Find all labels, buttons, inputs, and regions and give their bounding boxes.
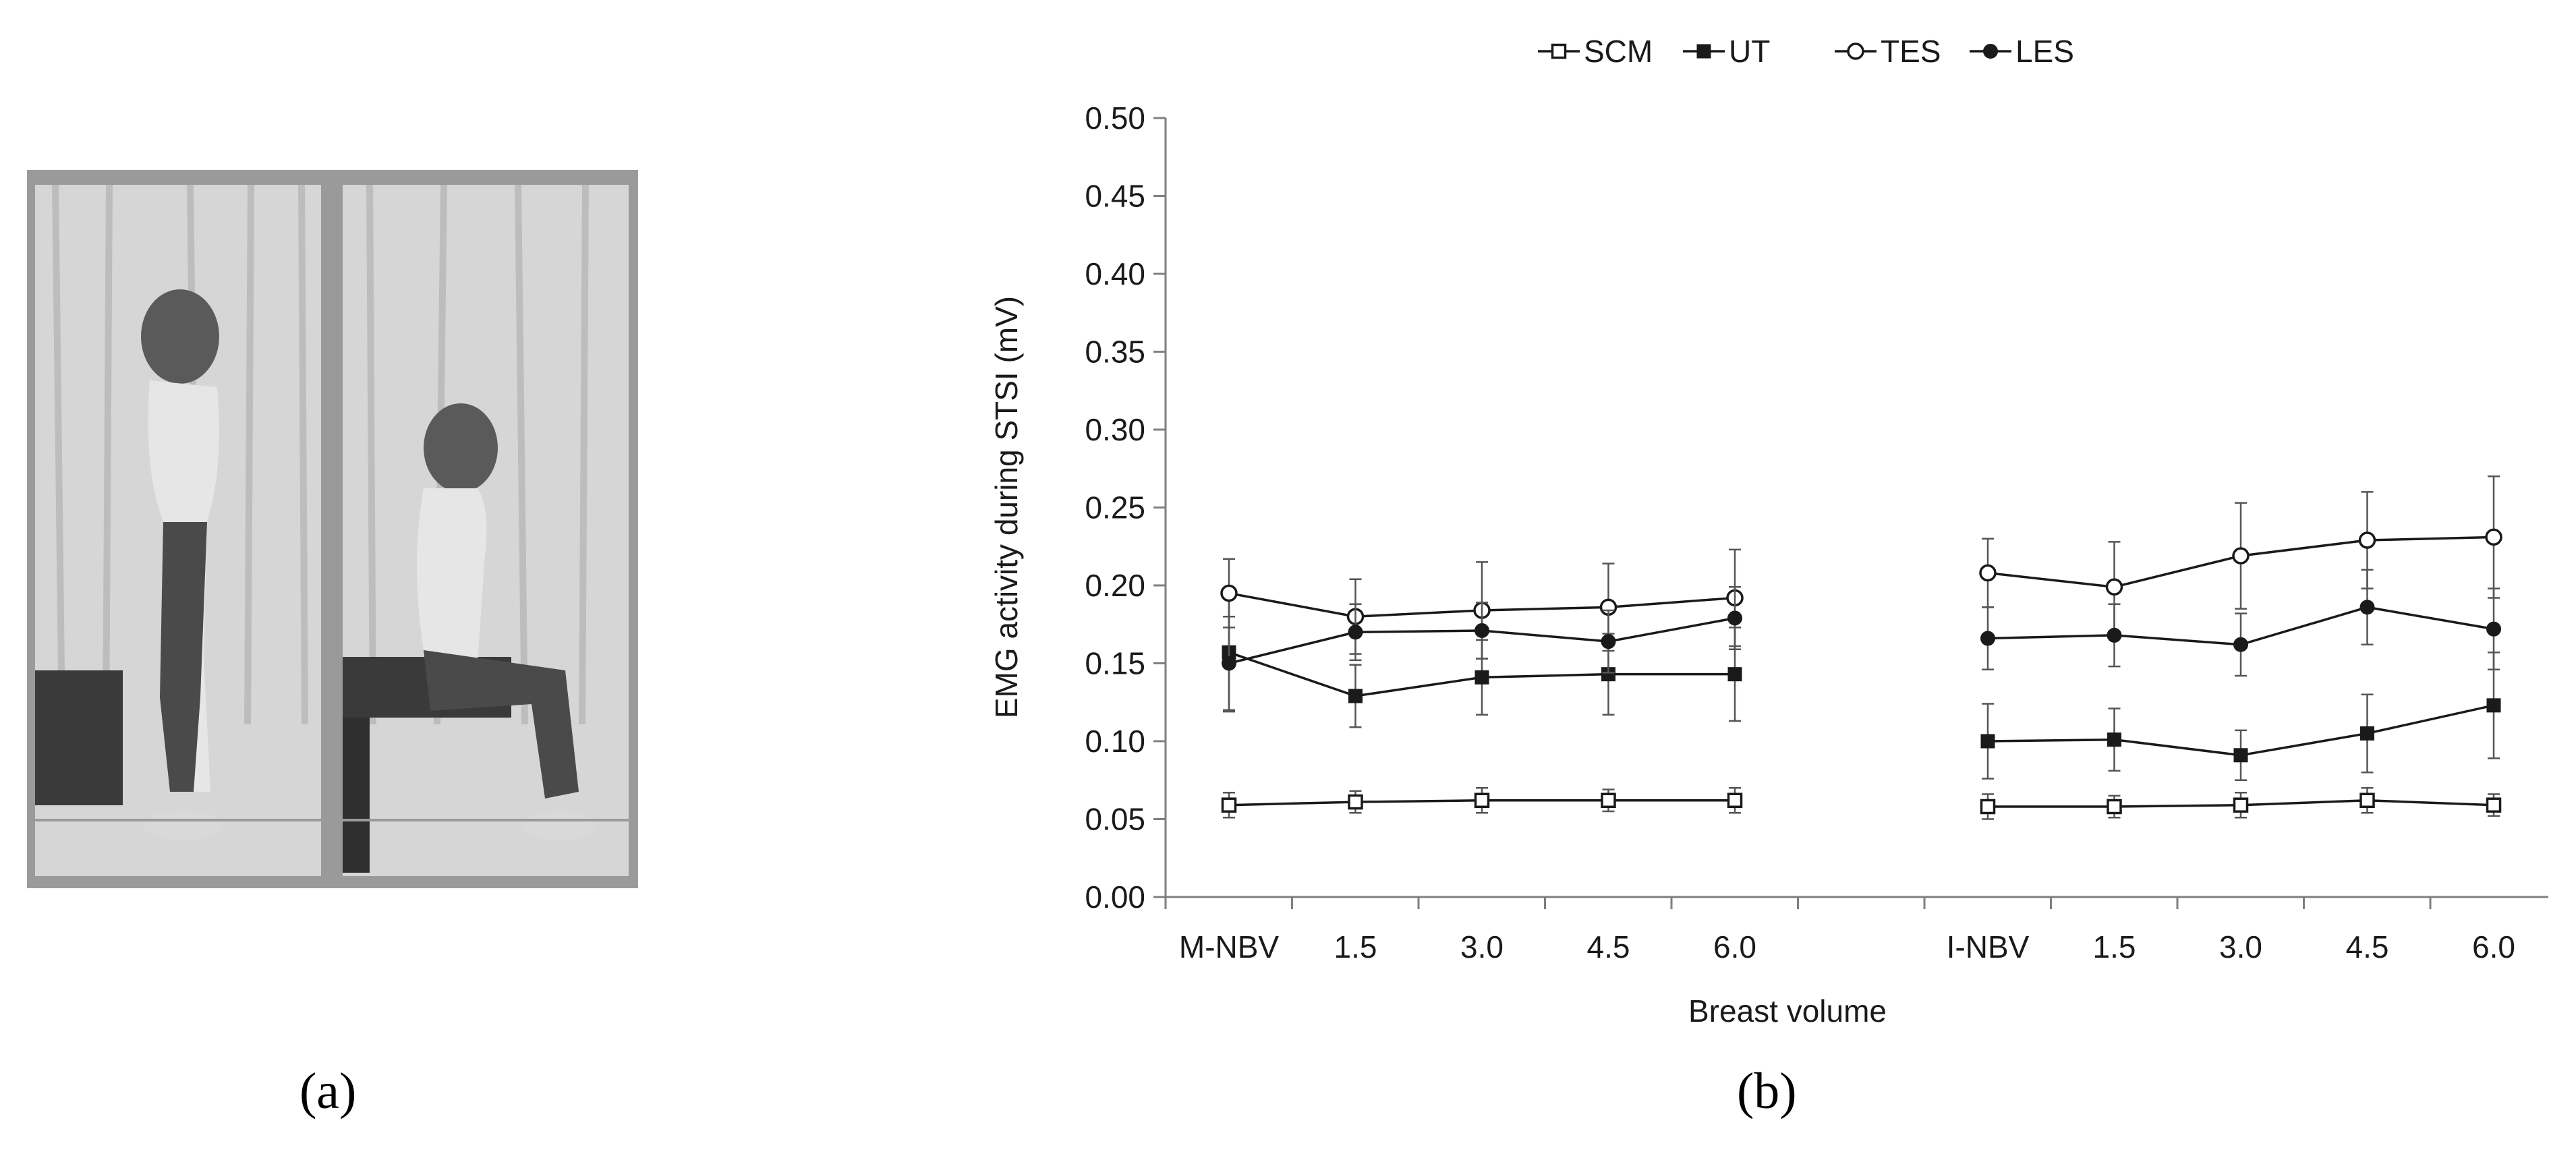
y-tick-label: 0.05 [1085, 802, 1145, 837]
y-tick-label: 0.40 [1085, 256, 1145, 291]
data-point-les [2486, 621, 2501, 637]
x-tick-label: 3.0 [1460, 929, 1504, 964]
data-point-ut [1348, 689, 1363, 703]
data-point-ut [2360, 726, 2374, 741]
data-point-ut [1475, 670, 1489, 685]
series-ut [1222, 592, 2501, 781]
series-les [1222, 569, 2501, 712]
x-tick-label: 6.0 [2472, 929, 2515, 964]
standing-figure-illustration [35, 185, 321, 876]
panel-a-label: (a) [299, 1063, 357, 1120]
data-point-ut [2486, 698, 2501, 713]
x-tick-label: 4.5 [2346, 929, 2389, 964]
legend-item-les: LES [1970, 34, 2074, 69]
data-point-les [2359, 600, 2375, 615]
legend-item-tes: TES [1835, 34, 1941, 69]
y-tick-label: 0.00 [1085, 879, 1145, 915]
series-scm [1221, 787, 2502, 820]
data-point-les [1601, 634, 1616, 649]
y-tick-label: 0.35 [1085, 335, 1145, 370]
data-point-scm [1474, 792, 1490, 809]
data-point-scm [1348, 794, 1363, 810]
sitting-figure-illustration [343, 185, 629, 876]
data-point-tes [1220, 584, 1238, 602]
legend-label-ut: UT [1729, 34, 1770, 69]
posture-photo-panel [27, 170, 638, 888]
y-tick-label: 0.30 [1085, 412, 1145, 447]
x-tick-label: 1.5 [1334, 929, 1377, 964]
x-tick-label: 1.5 [2093, 929, 2136, 964]
data-point-scm [2233, 797, 2249, 813]
y-tick-label: 0.10 [1085, 724, 1145, 759]
data-point-scm [2486, 797, 2502, 813]
data-point-scm [1221, 797, 1237, 813]
legend-marker-ut [1696, 44, 1711, 59]
sitting-posture-photo [343, 185, 629, 876]
y-tick-label: 0.15 [1085, 646, 1145, 681]
legend-item-scm: SCM [1538, 34, 1653, 69]
y-tick-label: 0.50 [1085, 100, 1145, 136]
data-point-les [1348, 625, 1363, 640]
data-point-scm [2359, 792, 2375, 809]
y-tick-label: 0.25 [1085, 490, 1145, 525]
data-point-tes [2232, 547, 2250, 564]
chart-series [1220, 475, 2502, 820]
data-point-ut [2107, 732, 2121, 747]
data-point-les [2107, 627, 2122, 643]
legend-label-scm: SCM [1584, 34, 1653, 69]
data-point-scm [2107, 799, 2122, 815]
data-point-tes [2358, 531, 2376, 549]
data-point-les [2233, 637, 2248, 652]
panel-b-label: (b) [1737, 1063, 1797, 1120]
data-point-ut [2233, 748, 2248, 763]
data-point-ut [1727, 667, 1742, 682]
data-point-scm [1980, 799, 1996, 815]
x-tick-label: 6.0 [1713, 929, 1756, 964]
legend-label-tes: TES [1881, 34, 1941, 69]
y-axis-title: EMG activity during STSI (mV) [989, 296, 1024, 718]
y-tick-label: 0.45 [1085, 179, 1145, 214]
legend-item-ut: UT [1683, 34, 1770, 69]
x-tick-label: M-NBV [1179, 929, 1280, 964]
legend-marker-les [1983, 44, 1998, 59]
data-point-ut [1980, 734, 1995, 749]
x-tick-label: 3.0 [2219, 929, 2262, 964]
data-point-tes [2485, 528, 2502, 546]
legend-marker-tes [1847, 42, 1864, 60]
chart-axes: 0.00 0.05 0.10 0.15 0.20 0.25 0.30 0.35 0.40 0.45… [1085, 100, 2548, 964]
data-point-tes [1979, 564, 1997, 582]
data-point-les [1222, 656, 1236, 671]
data-point-scm [1601, 792, 1616, 809]
data-point-scm [1727, 792, 1743, 809]
data-point-les [1727, 610, 1742, 626]
standing-posture-photo [35, 185, 321, 876]
x-tick-label: I-NBV [1947, 929, 2030, 964]
data-point-les [1475, 623, 1489, 638]
data-point-tes [2105, 578, 2123, 596]
y-tick-label: 0.20 [1085, 568, 1145, 603]
x-axis-title: Breast volume [1688, 993, 1887, 1029]
data-point-les [1980, 631, 1995, 646]
legend-marker-scm [1551, 43, 1567, 59]
legend-label-les: LES [2015, 34, 2074, 69]
chart-legend: SCM UT TES LES [1538, 34, 2074, 69]
x-tick-label: 4.5 [1587, 929, 1630, 964]
